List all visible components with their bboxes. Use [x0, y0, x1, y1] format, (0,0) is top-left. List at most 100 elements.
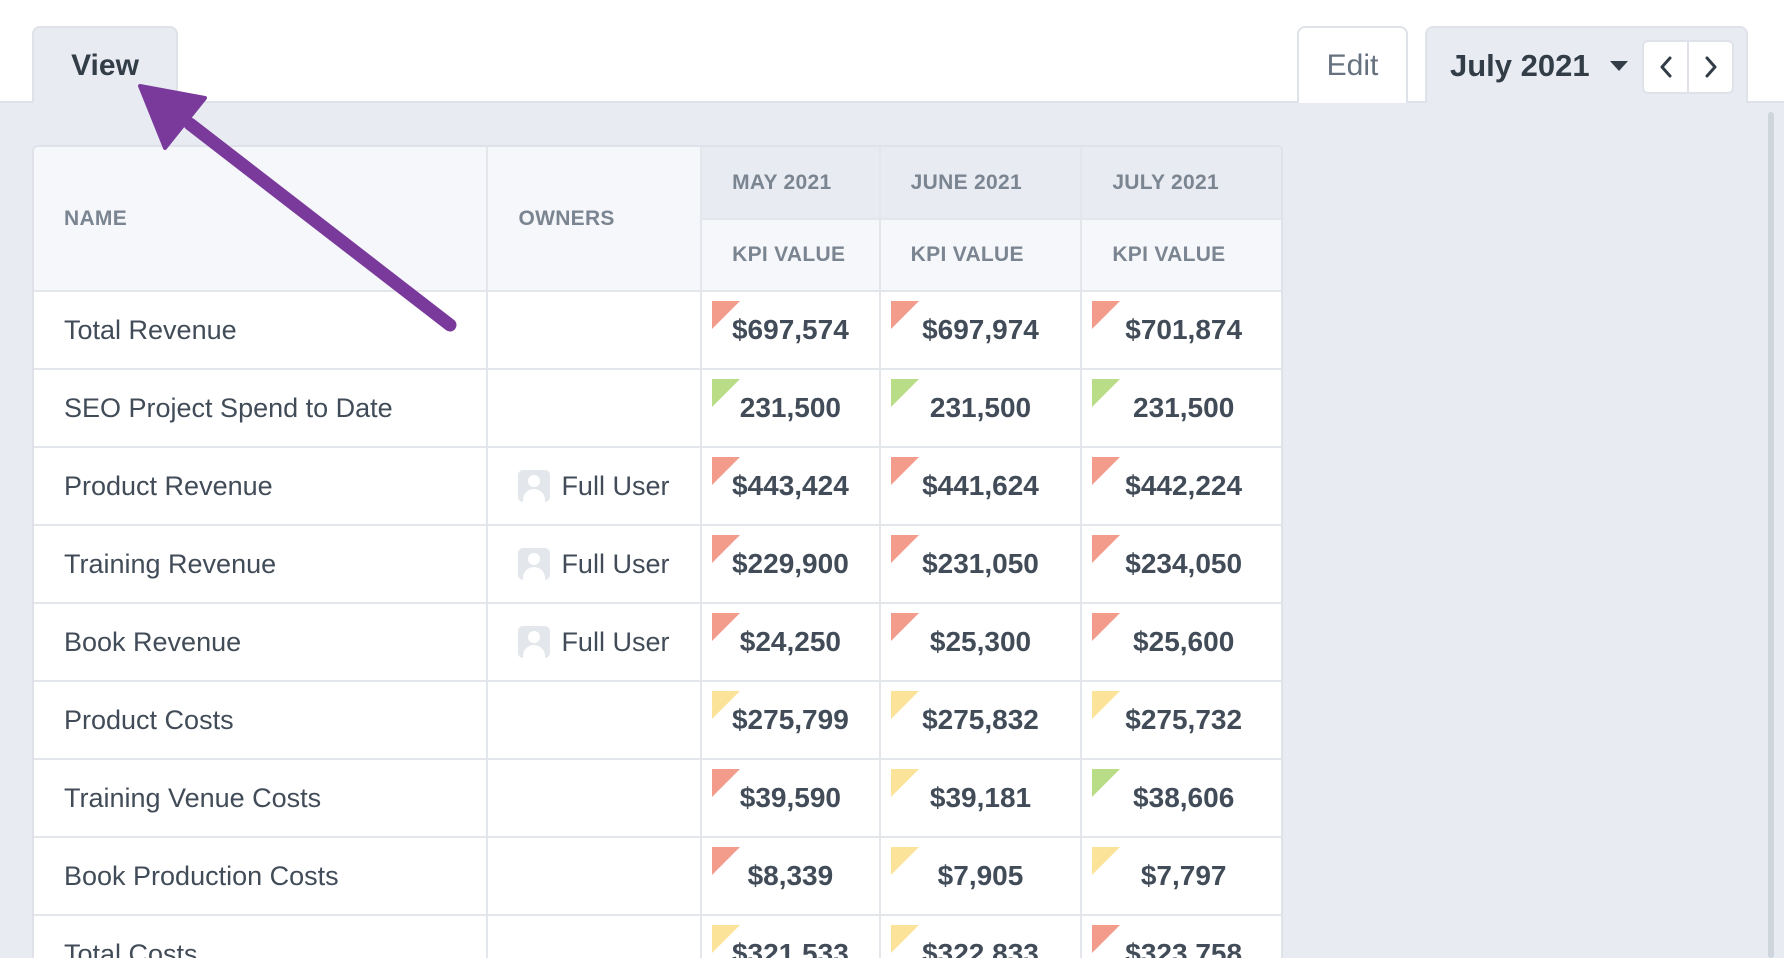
status-flag-icon	[712, 379, 741, 407]
kpi-name[interactable]: Book Production Costs	[34, 837, 489, 916]
table-row[interactable]: Product Costs $275,799 $275,832 $275,732	[34, 681, 1281, 760]
kpi-value-cell[interactable]: $442,224	[1081, 447, 1281, 526]
chevron-right-icon	[1705, 56, 1716, 78]
tab-edit[interactable]: Edit	[1297, 26, 1408, 104]
owner[interactable]: Full User	[518, 626, 700, 658]
status-flag-icon	[1092, 535, 1121, 563]
kpi-value-cell[interactable]: $322,833	[879, 915, 1083, 958]
kpi-value-cell[interactable]: $7,797	[1081, 837, 1281, 916]
kpi-value-cell[interactable]: $24,250	[701, 603, 881, 682]
kpi-value: $39,590	[739, 782, 841, 813]
kpi-table: NAME OWNERS MAY 2021 JUNE 2021 JULY 2021…	[34, 147, 1281, 958]
user-avatar-icon	[518, 548, 551, 580]
table-row[interactable]: Total Costs $321,533 $322,833 $323,758	[34, 915, 1281, 958]
kpi-value-cell[interactable]: $697,574	[701, 291, 881, 370]
status-flag-icon	[712, 847, 741, 875]
kpi-value: 231,500	[1133, 392, 1235, 423]
kpi-value: $697,974	[922, 314, 1039, 345]
period-selector[interactable]: July 2021	[1425, 26, 1748, 104]
kpi-value-cell[interactable]: $441,624	[879, 447, 1083, 526]
kpi-name[interactable]: Product Revenue	[34, 447, 489, 526]
next-period-button[interactable]	[1687, 42, 1732, 92]
kpi-owner-cell: Full User	[487, 447, 703, 526]
kpi-name[interactable]: Product Costs	[34, 681, 489, 760]
status-flag-icon	[890, 769, 919, 797]
owner[interactable]: Full User	[518, 548, 700, 580]
table-row[interactable]: SEO Project Spend to Date 231,500 231,500 2…	[34, 369, 1281, 448]
kpi-value: $229,900	[731, 548, 849, 579]
period-nav	[1642, 40, 1734, 94]
table-row[interactable]: Product Revenue Full User $443,424 $441,624…	[34, 447, 1281, 526]
kpi-owner-cell: Full User	[487, 525, 703, 604]
kpi-value-cell[interactable]: $275,799	[701, 681, 881, 760]
kpi-value-cell[interactable]: $39,590	[701, 759, 881, 838]
table-row[interactable]: Book Revenue Full User $24,250 $25,300 $25,6…	[34, 603, 1281, 682]
kpi-value-cell[interactable]: $25,600	[1081, 603, 1281, 682]
kpi-value-cell[interactable]: $25,300	[879, 603, 1083, 682]
owner[interactable]: Full User	[518, 470, 700, 502]
kpi-name[interactable]: Total Revenue	[34, 291, 489, 370]
status-flag-icon	[890, 301, 919, 329]
status-flag-icon	[1092, 925, 1121, 953]
kpi-value-cell[interactable]: $38,606	[1081, 759, 1281, 838]
tab-view[interactable]: View	[32, 26, 178, 104]
kpi-value-cell[interactable]: $701,874	[1081, 291, 1281, 370]
kpi-value-cell[interactable]: $275,732	[1081, 681, 1281, 760]
status-flag-icon	[890, 925, 919, 953]
status-flag-icon	[890, 691, 919, 719]
kpi-name[interactable]: Training Revenue	[34, 525, 489, 604]
table-row[interactable]: Book Production Costs $8,339 $7,905 $7,797	[34, 837, 1281, 916]
kpi-value: $38,606	[1133, 782, 1235, 813]
kpi-value: $321,533	[731, 938, 849, 958]
caret-down-icon[interactable]	[1609, 61, 1628, 71]
kpi-value-cell[interactable]: $8,339	[701, 837, 881, 916]
status-flag-icon	[1092, 379, 1121, 407]
header-kpi-value: KPI VALUE	[879, 219, 1083, 292]
kpi-value: $442,224	[1125, 470, 1243, 501]
status-flag-icon	[712, 535, 741, 563]
kpi-value-cell[interactable]: 231,500	[701, 369, 881, 448]
header-month: MAY 2021	[701, 147, 881, 220]
kpi-name[interactable]: Training Venue Costs	[34, 759, 489, 838]
header-name[interactable]: NAME	[34, 147, 489, 292]
status-flag-icon	[1092, 691, 1121, 719]
table-row[interactable]: Training Revenue Full User $229,900 $231,05…	[34, 525, 1281, 604]
kpi-value: $7,905	[937, 860, 1024, 891]
kpi-value-cell[interactable]: 231,500	[879, 369, 1083, 448]
kpi-value-cell[interactable]: $234,050	[1081, 525, 1281, 604]
prev-period-button[interactable]	[1644, 42, 1687, 92]
kpi-value-cell[interactable]: $323,758	[1081, 915, 1281, 958]
status-flag-icon	[890, 613, 919, 641]
kpi-value-cell[interactable]: $321,533	[701, 915, 881, 958]
kpi-value-cell[interactable]: 231,500	[1081, 369, 1281, 448]
kpi-value-cell[interactable]: $443,424	[701, 447, 881, 526]
header-month: JULY 2021	[1081, 147, 1281, 220]
kpi-value-cell[interactable]: $7,905	[879, 837, 1083, 916]
kpi-value: $234,050	[1125, 548, 1243, 579]
table-row[interactable]: Total Revenue $697,574 $697,974 $701,874	[34, 291, 1281, 370]
kpi-value-cell[interactable]: $39,181	[879, 759, 1083, 838]
status-flag-icon	[712, 301, 741, 329]
header-owners[interactable]: OWNERS	[487, 147, 703, 292]
status-flag-icon	[1092, 769, 1121, 797]
kpi-value: $231,050	[922, 548, 1039, 579]
kpi-name[interactable]: Book Revenue	[34, 603, 489, 682]
kpi-value-cell[interactable]: $275,832	[879, 681, 1083, 760]
status-flag-icon	[712, 925, 741, 953]
status-flag-icon	[1092, 457, 1121, 485]
chevron-left-icon	[1660, 56, 1671, 78]
status-flag-icon	[712, 691, 741, 719]
status-flag-icon	[712, 457, 741, 485]
kpi-value-cell[interactable]: $697,974	[879, 291, 1083, 370]
kpi-owner-cell	[487, 369, 703, 448]
owner-name: Full User	[561, 470, 670, 501]
kpi-name[interactable]: Total Costs	[34, 915, 489, 958]
table-row[interactable]: Training Venue Costs $39,590 $39,181 $38,60…	[34, 759, 1281, 838]
kpi-value-cell[interactable]: $229,900	[701, 525, 881, 604]
kpi-name[interactable]: SEO Project Spend to Date	[34, 369, 489, 448]
scrollbar[interactable]	[1768, 112, 1774, 958]
kpi-owner-cell	[487, 759, 703, 838]
kpi-value: $697,574	[731, 314, 849, 345]
kpi-value: $275,832	[922, 704, 1039, 735]
kpi-value-cell[interactable]: $231,050	[879, 525, 1083, 604]
